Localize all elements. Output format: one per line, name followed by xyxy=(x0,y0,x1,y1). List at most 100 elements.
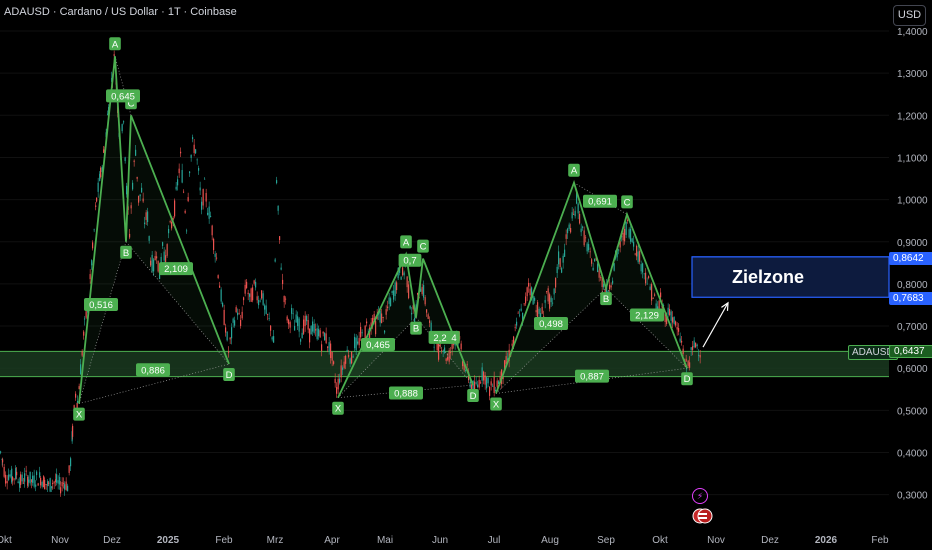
pattern-ratio-label-bg[interactable] xyxy=(534,316,568,330)
pattern-ratio-label-bg[interactable] xyxy=(448,330,460,344)
pattern-point-label-bg[interactable] xyxy=(467,389,479,403)
candle-body xyxy=(325,333,327,344)
pattern-point-label[interactable]: B xyxy=(123,248,129,259)
pattern-ratio-label[interactable]: 0,7 xyxy=(403,256,416,267)
harmonic-patterns[interactable]: X A B C D 0,516 0,645 2,109 0,886 X A B C D 0,465 0,7 2,… xyxy=(73,37,693,421)
pattern-point-label[interactable]: A xyxy=(112,39,119,50)
candle-body xyxy=(502,376,504,380)
pattern-point-label[interactable]: B xyxy=(413,324,419,335)
candle-body xyxy=(388,297,390,304)
pattern-point-label[interactable]: A xyxy=(403,237,410,248)
candle-body xyxy=(265,305,267,314)
pattern-ratio-label-bg[interactable] xyxy=(136,363,170,377)
candle-body xyxy=(247,292,249,295)
pattern-ratio-label-bg[interactable] xyxy=(389,386,423,400)
event-flag-icon[interactable] xyxy=(692,508,714,524)
projection-line[interactable] xyxy=(702,302,729,348)
pattern-ratio-label[interactable]: 0,516 xyxy=(89,300,113,311)
pattern-point-label-bg[interactable] xyxy=(681,372,693,386)
pattern-point-label-bg[interactable] xyxy=(120,245,132,259)
pattern-point-label-bg[interactable] xyxy=(568,163,580,177)
candle-body xyxy=(523,303,525,305)
ratio-line-xb xyxy=(78,241,127,404)
ratio-line-xb xyxy=(495,287,607,394)
pattern-point-label[interactable]: D xyxy=(684,374,691,385)
pattern-leg-line[interactable] xyxy=(78,56,230,404)
pattern-ratio-label[interactable]: 0,498 xyxy=(539,319,563,330)
candle-body xyxy=(601,276,603,287)
candle-body xyxy=(695,342,697,348)
projection-arrow[interactable] xyxy=(702,301,729,348)
pattern-point-label-bg[interactable] xyxy=(410,321,422,335)
candle-body xyxy=(189,171,191,174)
pattern-ratio-label-bg[interactable] xyxy=(398,253,422,267)
pattern-point-label-bg[interactable] xyxy=(73,407,85,421)
pattern-ratio-label-bg[interactable] xyxy=(630,308,664,322)
pattern-ratio-label[interactable]: 0,465 xyxy=(366,340,390,351)
pattern-ratio-label-bg[interactable] xyxy=(84,297,118,311)
candle-body xyxy=(51,486,53,489)
candle-body xyxy=(195,149,197,154)
candle-body xyxy=(577,203,579,214)
flash-icon[interactable]: ⚡ xyxy=(692,488,708,504)
pattern-point-label-bg[interactable] xyxy=(621,195,633,209)
pattern-leg-line[interactable] xyxy=(337,251,474,399)
pattern-ratio-label-bg[interactable] xyxy=(428,330,452,344)
pattern-ratio-label-bg[interactable] xyxy=(575,369,609,383)
pattern-point-label[interactable]: X xyxy=(335,404,342,415)
candle-body xyxy=(65,481,67,491)
candle-body xyxy=(232,318,234,323)
candle-body xyxy=(574,210,576,217)
pattern-point-label[interactable]: C xyxy=(624,197,631,208)
pattern-point-label-bg[interactable] xyxy=(490,397,502,411)
candle-body xyxy=(259,300,261,302)
pattern-point-label-bg[interactable] xyxy=(600,292,612,306)
target-zone-rect[interactable] xyxy=(691,256,890,298)
pattern-ratio-label[interactable]: 0,887 xyxy=(580,372,604,383)
pattern-point-label[interactable]: X xyxy=(493,399,500,410)
pattern-ratio-label[interactable]: 0,691 xyxy=(588,197,612,208)
target-zone-box[interactable] xyxy=(691,256,890,298)
pattern-point-label-bg[interactable] xyxy=(417,239,429,253)
pattern-point-label-bg[interactable] xyxy=(223,367,235,381)
pattern-point-label[interactable]: C xyxy=(128,98,135,109)
pattern-point-label[interactable]: X xyxy=(76,410,83,421)
candle-body xyxy=(598,270,600,278)
pattern-ratio-label[interactable]: 0,888 xyxy=(394,388,418,399)
candle-body xyxy=(309,328,311,343)
pattern-ratio-label-bg[interactable] xyxy=(159,262,193,276)
pattern-ratio-label-bg[interactable] xyxy=(106,89,140,103)
pattern-point-label[interactable]: C xyxy=(420,242,427,253)
pattern-ratio-label[interactable]: 2,2 xyxy=(433,333,446,344)
pattern-point-label[interactable]: B xyxy=(603,294,609,305)
candle-body xyxy=(564,249,566,257)
time-axis[interactable]: Okt Nov Dez 2025 Feb Mrz Apr Mai Jun Jul Aug Sep Okt… xyxy=(0,535,889,546)
price-axis[interactable]: 1,4000 1,3000 1,2000 1,1000 1,0000 0,9000 0,80… xyxy=(897,27,928,502)
candle-body xyxy=(556,266,558,274)
pattern-ratio-label[interactable]: 2,129 xyxy=(635,311,659,322)
pattern-point-label-bg[interactable] xyxy=(332,401,344,415)
pattern-ratio-label[interactable]: 0,886 xyxy=(141,365,165,376)
pattern-ratio-label[interactable]: 4 xyxy=(451,333,456,344)
pattern-ratio-label-bg[interactable] xyxy=(583,194,617,208)
candle-body xyxy=(337,378,339,390)
pattern-ratio-label[interactable]: 0,645 xyxy=(111,91,135,102)
candle-body xyxy=(77,401,79,403)
candle-body xyxy=(130,205,132,209)
candle-body xyxy=(210,215,212,217)
pattern-ratio-label-bg[interactable] xyxy=(361,338,395,352)
pattern-point-label-bg[interactable] xyxy=(400,235,412,249)
pattern-point-label[interactable]: A xyxy=(571,166,578,177)
currency-button[interactable]: USD xyxy=(893,5,926,26)
candle-body xyxy=(633,241,635,247)
projection-arrowhead[interactable] xyxy=(721,301,729,311)
candle-body xyxy=(169,221,171,223)
pattern-point-label-bg[interactable] xyxy=(109,37,121,51)
candle-body xyxy=(558,251,560,265)
pattern-ratio-label[interactable]: 2,109 xyxy=(164,264,188,275)
pattern-point-label[interactable]: D xyxy=(470,391,477,402)
pattern-leg-line[interactable] xyxy=(495,179,688,394)
pattern-point-label[interactable]: D xyxy=(226,370,233,381)
candle-body xyxy=(360,326,362,338)
